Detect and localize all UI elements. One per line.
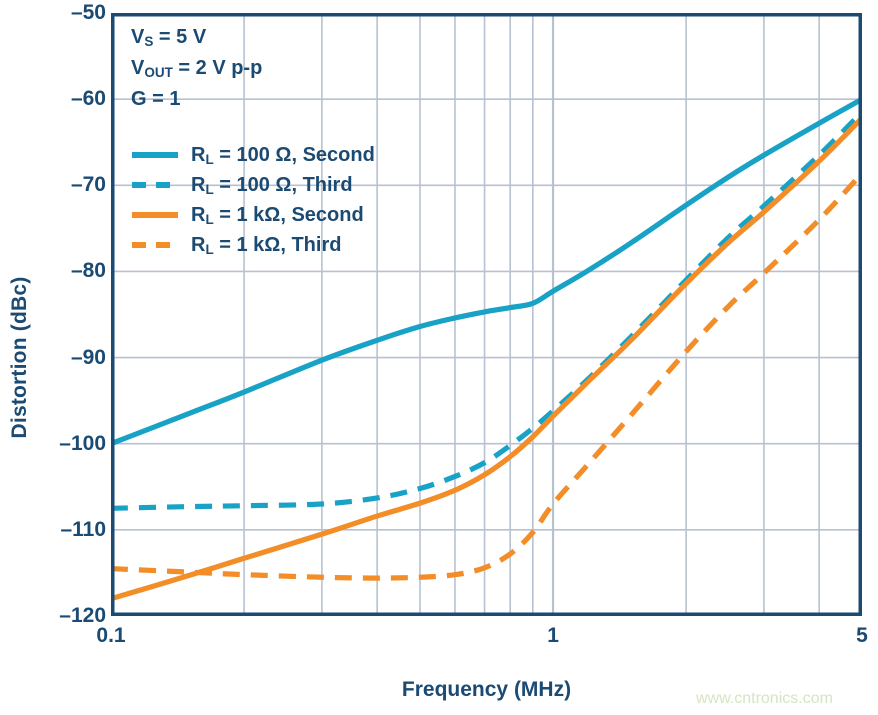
- annotation-line: VOUT = 2 V p-p: [131, 57, 263, 80]
- legend-label: RL = 100 Ω, Third: [191, 173, 353, 197]
- legend-item: RL = 100 Ω, Second: [131, 140, 375, 170]
- grid-lines: [111, 13, 862, 616]
- legend-swatch-icon: [131, 170, 179, 200]
- legend-label: RL = 1 kΩ, Second: [191, 203, 364, 227]
- legend-swatch-icon: [131, 140, 179, 170]
- series-line: [111, 96, 862, 447]
- legend-label: RL = 1 kΩ, Third: [191, 233, 342, 257]
- y-axis-tick-label: –90: [70, 345, 106, 369]
- x-axis-tick-labels: 0.1 1 5: [0, 624, 878, 654]
- plot-frame: [111, 13, 862, 616]
- series-line: [111, 110, 862, 511]
- annotation-line: VS = 5 V: [131, 26, 207, 49]
- x-axis-tick-label: 0.1: [96, 624, 126, 647]
- y-axis-tick-label: –80: [70, 259, 106, 283]
- plot-canvas: [111, 13, 862, 616]
- series-line: [111, 115, 862, 602]
- y-axis-title: Distortion (dBc): [8, 276, 31, 439]
- y-axis-tick-label: –70: [70, 173, 106, 197]
- x-axis-tick-label: 5: [856, 624, 868, 647]
- legend-swatch-icon: [131, 230, 179, 260]
- legend-item: RL = 1 kΩ, Second: [131, 200, 375, 230]
- x-axis-tick-label: 1: [547, 624, 559, 647]
- series-line: [111, 171, 862, 581]
- plot-area: [111, 13, 862, 616]
- y-axis-tick-label: –120: [59, 604, 106, 627]
- legend-item: RL = 1 kΩ, Third: [131, 230, 375, 260]
- watermark: www.cntronics.com: [696, 690, 833, 707]
- y-axis-tick-labels: –50 –60 –70 –80 –90 –100 –110 –120: [38, 0, 106, 715]
- y-axis-tick-label: –100: [59, 431, 106, 455]
- x-axis-title: Frequency (MHz): [401, 678, 572, 701]
- y-axis-tick-label: –60: [70, 87, 106, 111]
- legend-item: RL = 100 Ω, Third: [131, 170, 375, 200]
- plot-background: [111, 13, 862, 616]
- y-axis-tick-label: –50: [70, 1, 106, 24]
- chart-legend: RL = 100 Ω, Second RL = 100 Ω, Third RL = …: [131, 140, 375, 260]
- data-series-group: [111, 96, 862, 602]
- legend-label: RL = 100 Ω, Second: [191, 143, 375, 167]
- conditions-annotation: VS = 5 V VOUT = 2 V p-p G = 1: [131, 24, 262, 113]
- y-axis-tick-label: –110: [60, 517, 106, 541]
- legend-swatch-icon: [131, 200, 179, 230]
- annotation-line: G = 1: [131, 88, 181, 110]
